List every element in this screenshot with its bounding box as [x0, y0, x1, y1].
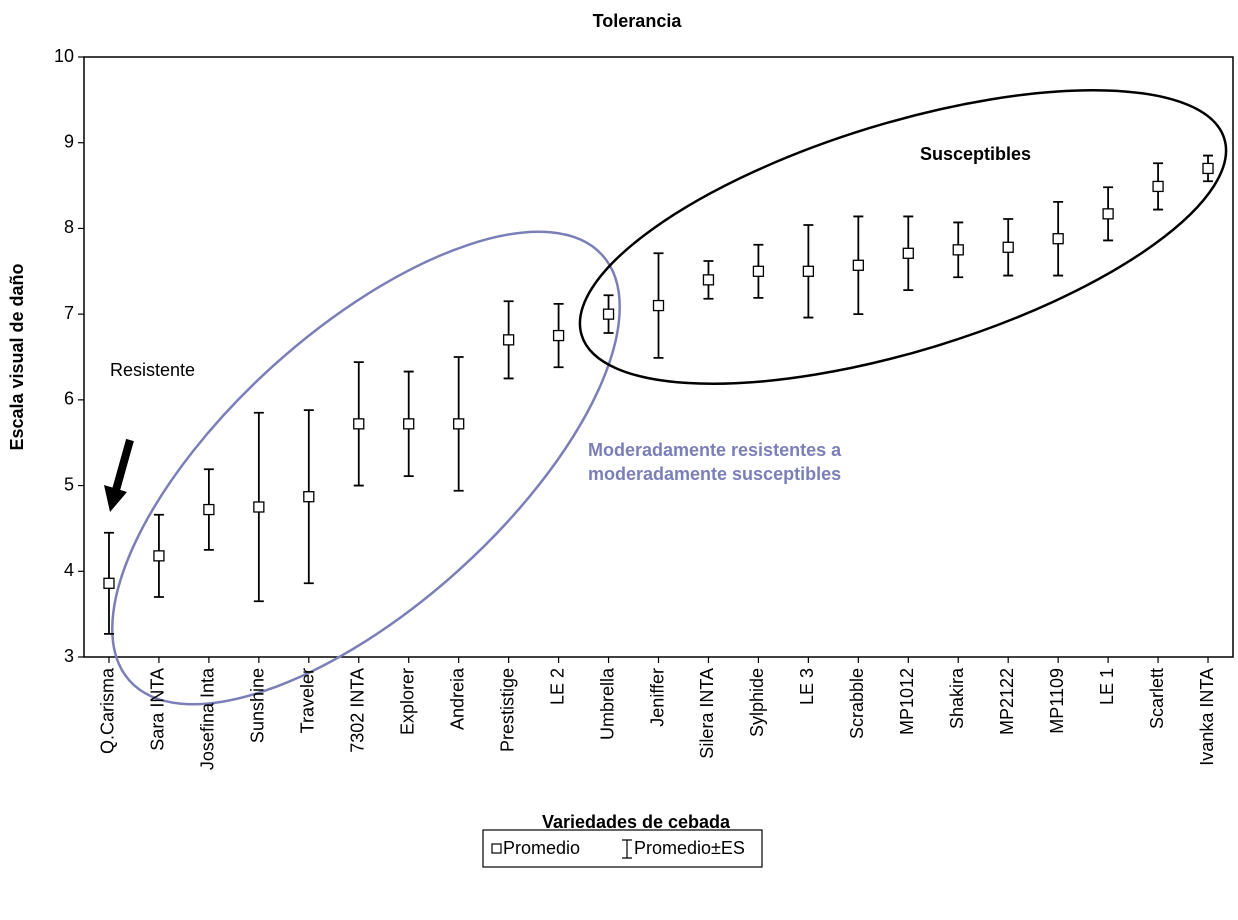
annotation: moderadamente susceptibles [588, 464, 841, 484]
x-tick-label: Sara INTA [148, 668, 168, 751]
x-tick-label: MP1012 [897, 668, 917, 735]
legend-errorbar [622, 839, 632, 859]
y-tick-label: 7 [64, 303, 74, 323]
legend [482, 829, 763, 868]
arrow-shaft [112, 438, 134, 492]
mean-marker [752, 265, 765, 277]
mean-marker [602, 308, 615, 320]
x-tick-label: Josefina Inta [198, 667, 218, 770]
x-tick-label: LE 2 [547, 668, 567, 705]
x-tick-label: Traveler [298, 668, 318, 733]
mean-marker [353, 418, 365, 430]
mean-marker [103, 577, 115, 589]
x-tick-label: 7302 INTA [348, 668, 368, 753]
mean-marker [253, 501, 265, 513]
mean-marker [702, 274, 715, 286]
mean-marker [852, 259, 864, 271]
mean-marker [802, 265, 815, 277]
mean-marker [1002, 241, 1014, 253]
x-tick-label: LE 1 [1097, 668, 1117, 705]
x-tick-label: Prestistige [497, 668, 517, 752]
mean-marker [153, 550, 165, 562]
x-tick-label: MP1109 [1047, 668, 1067, 734]
mean-marker [552, 329, 565, 342]
arrow-head [104, 485, 127, 512]
x-tick-label: Sylphide [747, 668, 767, 737]
mean-marker [203, 503, 215, 516]
x-tick-label: LE 3 [797, 668, 817, 705]
mean-marker [502, 334, 515, 346]
mean-marker [1152, 180, 1164, 193]
mean-marker [1202, 162, 1214, 175]
x-tick-label: Q.Carisma [98, 667, 118, 754]
legend-label: Promedio [503, 838, 580, 858]
mean-marker [1102, 208, 1114, 220]
mean-marker [952, 244, 964, 256]
x-tick-label: Scarlett [1147, 668, 1167, 729]
annotation: Susceptibles [920, 144, 1031, 164]
x-axis-title: Variedades de cebada [542, 812, 731, 832]
mean-marker [652, 299, 665, 312]
x-tick-label: Shakira [947, 667, 967, 729]
y-tick-label: 3 [64, 646, 74, 666]
mean-marker [1052, 233, 1064, 245]
moderate-ellipse [111, 230, 621, 706]
x-tick-label: MP2122 [997, 668, 1017, 735]
y-tick-label: 6 [64, 389, 74, 409]
annotation: Moderadamente resistentes a [588, 440, 842, 460]
x-tick-label: Scrabble [847, 668, 867, 739]
susceptible-ellipse [578, 88, 1228, 386]
y-tick-label: 8 [64, 217, 74, 237]
mean-marker [902, 247, 914, 259]
y-tick-label: 9 [64, 131, 74, 151]
annotation: Resistente [110, 360, 195, 380]
mean-marker [303, 491, 315, 503]
legend-marker [491, 843, 502, 854]
x-tick-label: Andreia [447, 667, 467, 730]
y-tick-label: 4 [64, 560, 74, 580]
x-tick-label: Jeniffer [647, 668, 667, 727]
mean-marker [453, 418, 465, 430]
y-tick-label: 5 [64, 474, 74, 494]
chart-title: Tolerancia [593, 11, 683, 31]
x-tick-label: Explorer [397, 668, 417, 735]
mean-marker [403, 418, 415, 430]
y-axis-title: Escala visual de daño [7, 263, 27, 450]
x-tick-label: Umbrella [597, 667, 617, 740]
x-tick-label: Silera INTA [697, 668, 717, 759]
legend-label: Promedio±ES [634, 838, 745, 858]
x-tick-label: Sunshine [248, 668, 268, 743]
x-tick-label: Ivanka INTA [1197, 668, 1217, 766]
y-tick-label: 10 [54, 46, 74, 66]
